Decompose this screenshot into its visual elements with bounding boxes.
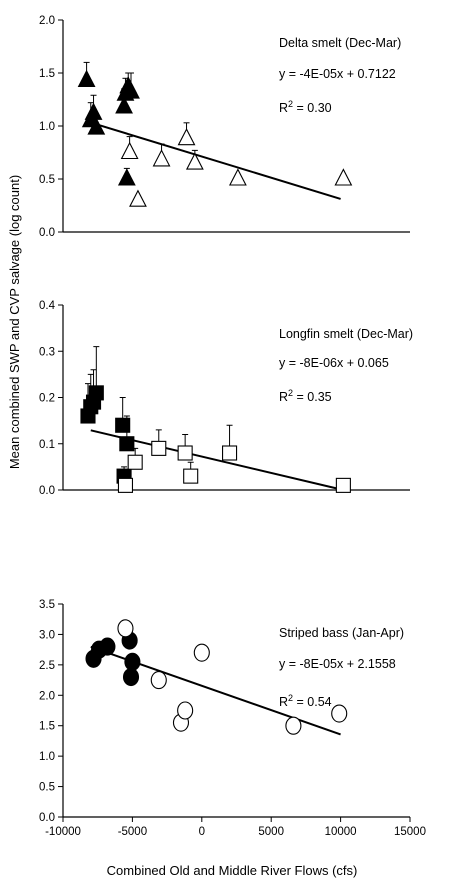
x-tick-label: 10000	[325, 826, 357, 838]
y-tick-label: 0.1	[39, 439, 55, 451]
filled-triangle-point	[84, 102, 103, 120]
panel-2: 0.0 0.1 0.2 0.3 0.4 Longfin smelt (Dec-Mar) y …	[39, 300, 413, 497]
open-triangle-point	[120, 141, 139, 160]
filled-triangle-point	[115, 96, 133, 114]
y-tick-label: 1.5	[39, 68, 55, 80]
y-tick-label: 2.0	[39, 15, 55, 27]
x-tick-label: -10000	[45, 826, 81, 838]
open-triangle-point	[177, 128, 196, 146]
x-axis-label: Combined Old and Middle River Flows (cfs…	[107, 863, 358, 878]
open-square-point	[127, 454, 143, 470]
y-tick-label: 0.5	[39, 782, 55, 794]
y-tick-label: 3.5	[39, 599, 55, 611]
r-squared: R2 = 0.30	[279, 99, 332, 115]
regression-equation: y = -8E-06x + 0.065	[279, 356, 389, 370]
filled-circle-point	[122, 667, 140, 687]
y-tick-label: 2.0	[39, 690, 55, 702]
filled-circle-point	[99, 637, 116, 656]
open-circle-point	[331, 704, 348, 723]
trend-line	[97, 123, 341, 200]
open-triangle-point	[228, 168, 247, 186]
filled-triangle-point	[117, 168, 136, 186]
panel-title: Striped bass (Jan-Apr)	[279, 626, 404, 640]
filled-square-point	[119, 436, 135, 452]
y-tick-label: 1.0	[39, 751, 55, 763]
y-tick-label: 3.0	[39, 629, 55, 641]
open-square-point	[151, 440, 167, 456]
open-square-point	[183, 468, 199, 484]
open-circle-point	[285, 716, 302, 735]
y-tick-label: 0.4	[39, 300, 56, 312]
panels: 0.0 0.5 1.0 1.5 2.0 Delta smelt (Dec-Mar) y = …	[39, 15, 426, 838]
filled-circle-point	[124, 652, 141, 671]
y-tick-label: 1.0	[39, 121, 55, 133]
open-triangle-point	[334, 168, 353, 186]
y-tick-label: 0.2	[39, 393, 55, 405]
open-square-point	[117, 477, 134, 493]
filled-triangle-point	[87, 117, 106, 135]
r-squared: R2 = 0.35	[279, 388, 332, 404]
filled-triangle-point	[122, 81, 140, 99]
open-circle-point	[193, 643, 210, 662]
x-tick-label: 0	[199, 826, 205, 838]
regression-equation: y = -8E-05x + 2.1558	[279, 657, 396, 671]
y-tick-label: 1.5	[39, 721, 55, 733]
filled-square-point	[88, 385, 104, 401]
panel-title: Longfin smelt (Dec-Mar)	[279, 327, 413, 341]
open-triangle-point	[152, 149, 171, 167]
open-circle-point	[177, 701, 194, 720]
open-triangle-point	[129, 189, 147, 207]
y-tick-label: 0.0	[39, 485, 55, 497]
open-circle-point	[150, 671, 167, 690]
filled-triangle-point	[77, 69, 96, 87]
x-tick-label: -5000	[118, 826, 147, 838]
regression-equation: y = -4E-05x + 0.7122	[279, 67, 396, 81]
open-square-point	[222, 445, 238, 461]
open-triangle-point	[185, 152, 204, 170]
open-square-point	[335, 477, 351, 493]
open-circle-point	[117, 619, 134, 638]
panel-1: 0.0 0.5 1.0 1.5 2.0 Delta smelt (Dec-Mar) y = …	[39, 15, 410, 239]
y-tick-label: 0.5	[39, 174, 55, 186]
x-tick-label: 5000	[258, 826, 284, 838]
open-square-point	[177, 445, 193, 461]
r-squared: R2 = 0.54	[279, 693, 332, 709]
y-tick-label: 0.3	[39, 346, 55, 358]
y-tick-label: 0.0	[39, 812, 55, 824]
y-tick-label: 2.5	[39, 660, 55, 672]
panel-title: Delta smelt (Dec-Mar)	[279, 36, 401, 50]
filled-square-point	[115, 417, 131, 433]
y-axis-label: Mean combined SWP and CVP salvage (log c…	[7, 175, 22, 469]
panel-3: 0.0 0.5 1.0 1.5 2.0 2.5 3.0 3.5 -10000 -5000 0 5000…	[39, 599, 426, 838]
x-tick-label: 15000	[394, 826, 426, 838]
y-tick-label: 0.0	[39, 227, 55, 239]
